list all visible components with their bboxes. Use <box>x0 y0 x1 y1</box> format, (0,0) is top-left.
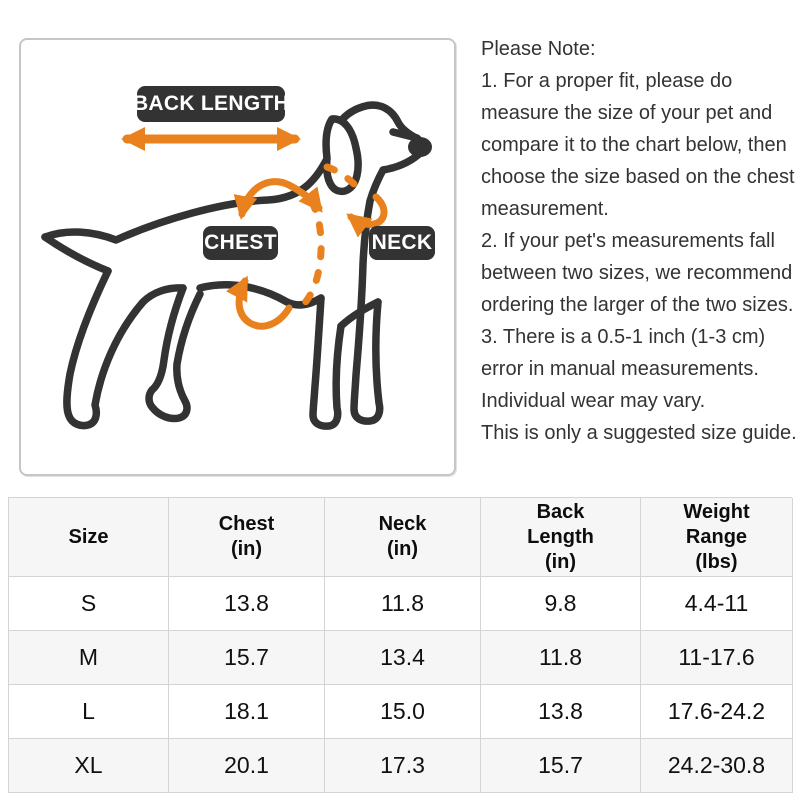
back-length-label-badge: BACK LENGTH <box>133 86 289 122</box>
cell-chest: 15.7 <box>169 631 325 685</box>
column-header-back-length: Back Length (in) <box>481 498 641 577</box>
size-chart-table: Size Chest (in) Neck (in) Back Length (i… <box>8 497 793 793</box>
cell-chest: 20.1 <box>169 739 325 793</box>
note-title: Please Note: <box>481 38 596 60</box>
cell-neck: 15.0 <box>325 685 481 739</box>
column-header-neck: Neck (in) <box>325 498 481 577</box>
cell-size: M <box>9 631 169 685</box>
cell-neck: 11.8 <box>325 577 481 631</box>
cell-neck: 17.3 <box>325 739 481 793</box>
cell-weight: 24.2-30.8 <box>641 739 793 793</box>
neck-measure-arrows-icon <box>323 163 388 238</box>
neck-label-badge: NECK <box>369 226 435 260</box>
cell-weight: 11-17.6 <box>641 631 793 685</box>
cell-chest: 18.1 <box>169 685 325 739</box>
note-body: 1. For a proper fit, please do measure t… <box>481 70 797 444</box>
column-header-chest: Chest (in) <box>169 498 325 577</box>
cell-weight: 4.4-11 <box>641 577 793 631</box>
cell-size: L <box>9 685 169 739</box>
dog-measurement-diagram: BACK LENGTH CHEST NECK <box>19 38 456 476</box>
dog-outline-icon <box>41 101 432 430</box>
cell-chest: 13.8 <box>169 577 325 631</box>
cell-size: XL <box>9 739 169 793</box>
cell-weight: 17.6-24.2 <box>641 685 793 739</box>
column-header-size: Size <box>9 498 169 577</box>
column-header-weight: Weight Range (lbs) <box>641 498 793 577</box>
cell-size: S <box>9 577 169 631</box>
dog-diagram-graphic <box>41 101 432 430</box>
cell-back-length: 13.8 <box>481 685 641 739</box>
chest-measure-arrows-icon <box>225 178 325 330</box>
chest-label-badge: CHEST <box>203 226 278 260</box>
cell-back-length: 9.8 <box>481 577 641 631</box>
dog-nose <box>408 137 432 157</box>
cell-back-length: 11.8 <box>481 631 641 685</box>
cell-back-length: 15.7 <box>481 739 641 793</box>
note-panel: Please Note: 1. For a proper fit, please… <box>481 33 799 449</box>
cell-neck: 13.4 <box>325 631 481 685</box>
